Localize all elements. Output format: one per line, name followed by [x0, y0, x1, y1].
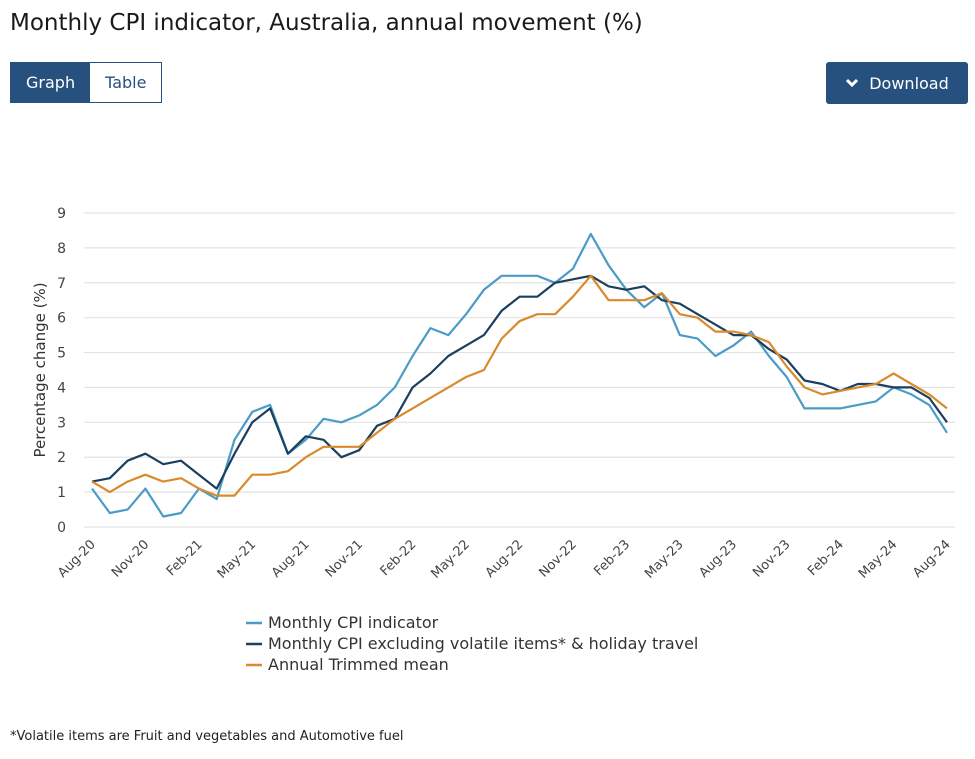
x-tick-label: May-23: [642, 537, 686, 581]
y-tick-label: 8: [57, 241, 66, 257]
y-tick-label: 3: [57, 415, 66, 431]
y-tick-label: 9: [57, 206, 66, 222]
x-tick-label: Nov-23: [750, 537, 793, 580]
x-tick-label: Aug-21: [269, 537, 313, 581]
x-tick-label: May-22: [428, 537, 472, 581]
x-tick-label: May-21: [215, 537, 259, 581]
y-tick-label: 2: [57, 450, 66, 466]
y-tick-label: 7: [57, 276, 66, 292]
y-tick-label: 0: [57, 520, 66, 536]
y-axis-label: Percentage change (%): [31, 282, 49, 457]
series-line-1: [91, 232, 948, 518]
y-tick-label: 5: [57, 346, 66, 362]
x-tick-label: Feb-24: [805, 537, 847, 579]
x-tick-label: Nov-20: [109, 537, 152, 580]
x-tick-label: Feb-23: [591, 537, 633, 579]
legend-label[interactable]: Monthly CPI excluding volatile items* & …: [268, 634, 698, 653]
x-tick-label: Aug-22: [483, 537, 527, 581]
chevron-down-icon: [846, 78, 859, 88]
x-tick-label: Aug-20: [55, 537, 99, 581]
x-tick-label: Aug-24: [910, 537, 954, 581]
download-label: Download: [869, 73, 949, 93]
x-tick-label: Aug-23: [697, 537, 741, 581]
series-line-2: [91, 274, 948, 490]
legend-label[interactable]: Annual Trimmed mean: [268, 655, 449, 674]
x-tick-label: Feb-21: [164, 537, 206, 579]
series-line-3: [91, 274, 948, 497]
x-tick-label: May-24: [856, 537, 900, 581]
view-toggle: Graph Table: [10, 62, 163, 103]
table-tab[interactable]: Table: [90, 63, 162, 102]
legend-label[interactable]: Monthly CPI indicator: [268, 613, 439, 632]
y-tick-label: 4: [57, 380, 66, 396]
download-button[interactable]: Download: [826, 62, 968, 104]
graph-tab[interactable]: Graph: [11, 63, 91, 102]
y-tick-label: 1: [57, 485, 66, 501]
page-title: Monthly CPI indicator, Australia, annual…: [10, 10, 643, 36]
x-tick-label: Nov-21: [323, 537, 366, 580]
x-tick-label: Nov-22: [536, 537, 579, 580]
x-tick-label: Feb-22: [378, 537, 420, 579]
footnote: *Volatile items are Fruit and vegetables…: [10, 729, 404, 744]
y-tick-label: 6: [57, 311, 66, 327]
